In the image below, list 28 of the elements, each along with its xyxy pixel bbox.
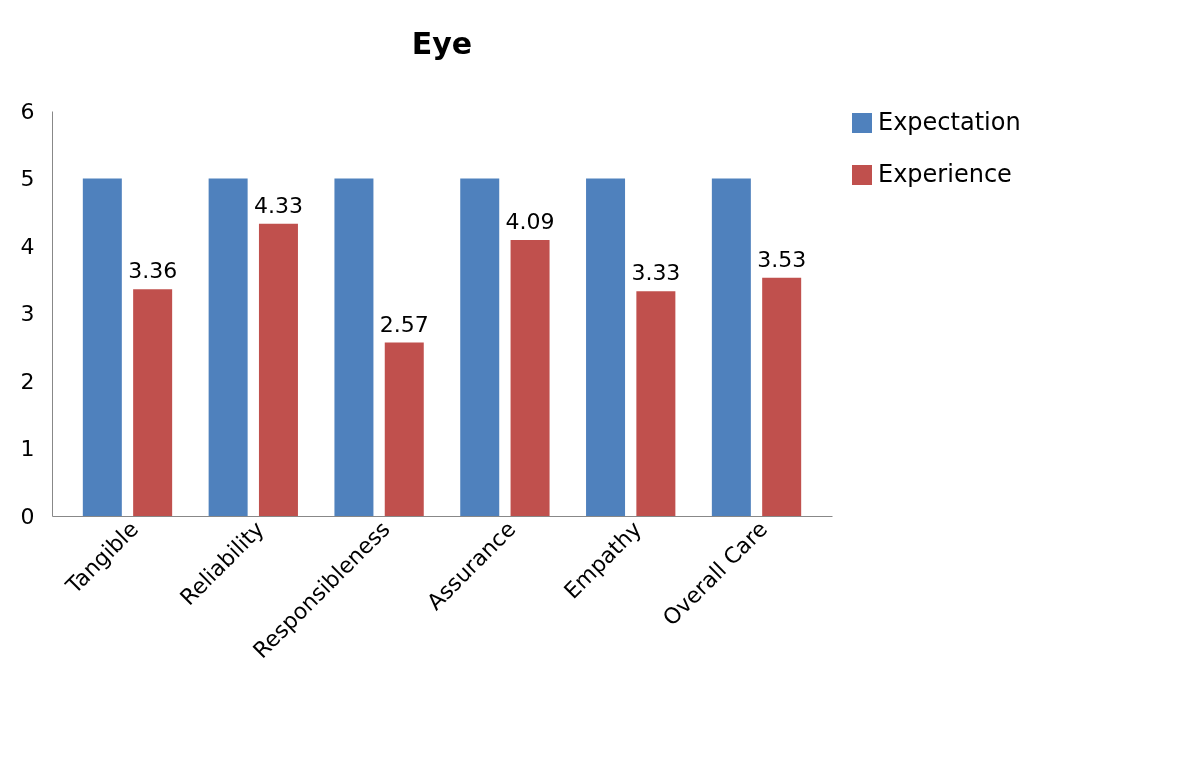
bar [133,289,173,516]
data-label: 3.36 [128,258,178,284]
bar [711,178,751,516]
bar [510,239,550,516]
bar [208,178,248,516]
legend-label: Expectation [878,108,1021,136]
bar [258,223,298,516]
data-label: 4.09 [505,208,555,234]
data-label: 3.33 [631,260,681,286]
data-label: 4.33 [253,192,303,218]
y-tick-label: 3 [20,301,35,326]
y-tick-label: 6 [20,98,35,124]
y-tick-label: 5 [20,166,35,191]
data-label: 2.57 [379,311,429,337]
bar [762,277,802,516]
legend-label: Experience [878,160,1012,188]
y-tick-label: 1 [20,436,35,461]
data-label: 3.53 [757,246,807,272]
y-tick-label: 0 [20,503,35,529]
bar [586,178,626,516]
bar [384,342,424,516]
bar [82,178,122,516]
y-tick-label: 2 [20,368,35,394]
bar [334,178,374,516]
bar [636,291,676,516]
y-tick-label: 4 [20,233,35,259]
chart-title: Eye [411,26,473,61]
bar [460,178,500,516]
